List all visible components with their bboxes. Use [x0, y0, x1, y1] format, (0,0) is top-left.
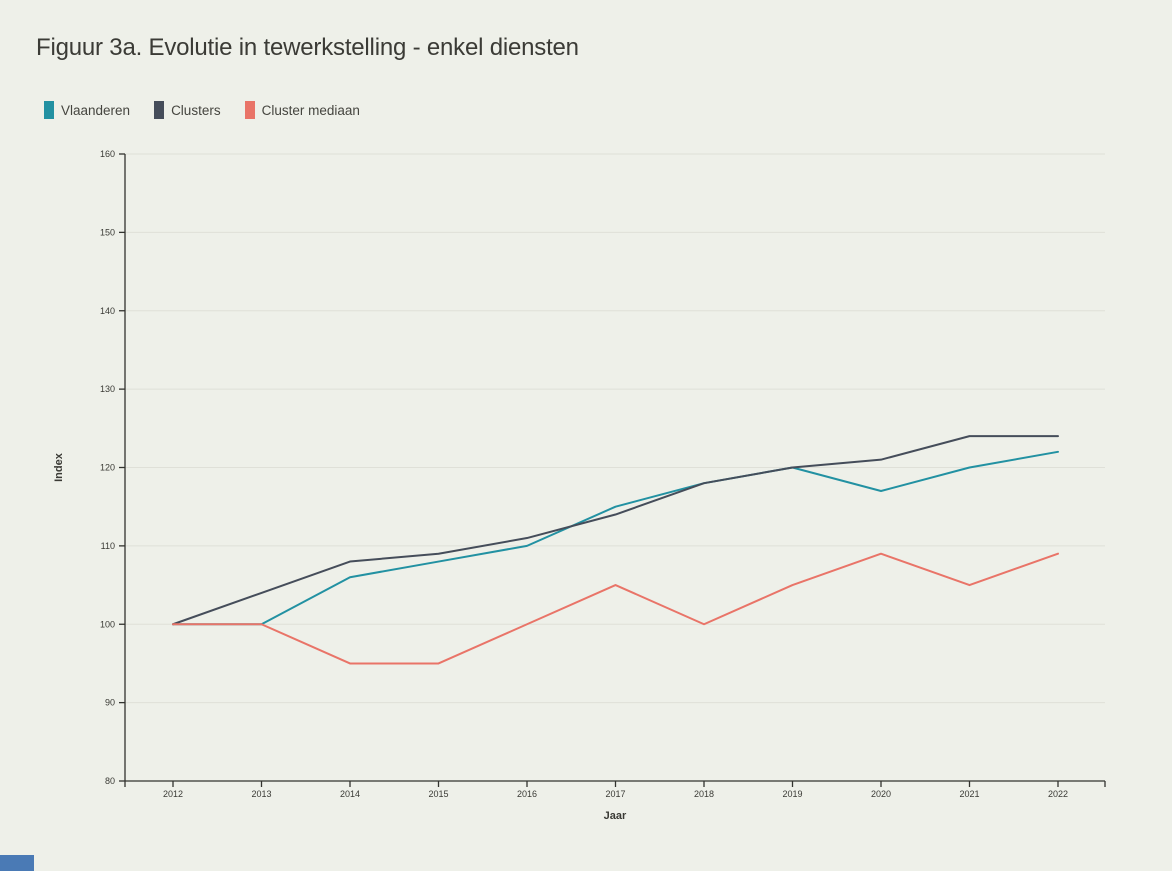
legend-item-vlaanderen[interactable]: Vlaanderen [44, 101, 130, 119]
brand-mark [0, 855, 34, 871]
legend-swatch-vlaanderen-icon [44, 101, 54, 119]
legend-item-cluster-mediaan[interactable]: Cluster mediaan [244, 101, 360, 119]
x-tick-label: 2019 [782, 789, 802, 799]
x-tick-label: 2016 [517, 789, 537, 799]
series-line-cluster-mediaan [172, 552, 1059, 665]
x-tick-label: 2020 [871, 789, 891, 799]
x-tick-label: 2022 [1048, 789, 1068, 799]
x-tick-label: 2013 [251, 789, 271, 799]
y-axis-title: Index [53, 452, 65, 482]
y-tick-label: 130 [100, 384, 115, 394]
series-line-vlaanderen [172, 450, 1059, 626]
y-tick-label: 100 [100, 619, 115, 629]
y-tick-label: 110 [101, 541, 115, 551]
y-tick-label: 120 [100, 463, 115, 473]
y-tick-label: 80 [105, 776, 115, 786]
y-tick-label: 150 [100, 227, 115, 237]
x-tick-label: 2012 [163, 789, 183, 799]
legend: Vlaanderen Clusters Cluster mediaan [44, 101, 360, 119]
legend-item-clusters[interactable]: Clusters [154, 101, 221, 119]
y-tick-label: 160 [100, 149, 115, 159]
legend-label-cluster-mediaan: Cluster mediaan [261, 102, 360, 118]
legend-swatch-cluster-mediaan-icon [244, 101, 255, 119]
legend-label-clusters: Clusters [171, 102, 221, 118]
x-tick-label: 2014 [340, 789, 360, 799]
x-tick-label: 2018 [694, 789, 714, 799]
legend-swatch-clusters-icon [154, 101, 165, 119]
x-tick-label: 2021 [959, 789, 979, 799]
x-axis-title: Jaar [604, 810, 627, 822]
chart-title: Figuur 3a. Evolutie in tewerkstelling - … [36, 34, 579, 61]
series-line-clusters [172, 435, 1059, 626]
y-tick-label: 140 [100, 306, 115, 316]
x-tick-label: 2017 [605, 789, 625, 799]
x-tick-label: 2015 [428, 789, 448, 799]
legend-label-vlaanderen: Vlaanderen [61, 102, 131, 118]
y-tick-label: 90 [105, 698, 115, 708]
